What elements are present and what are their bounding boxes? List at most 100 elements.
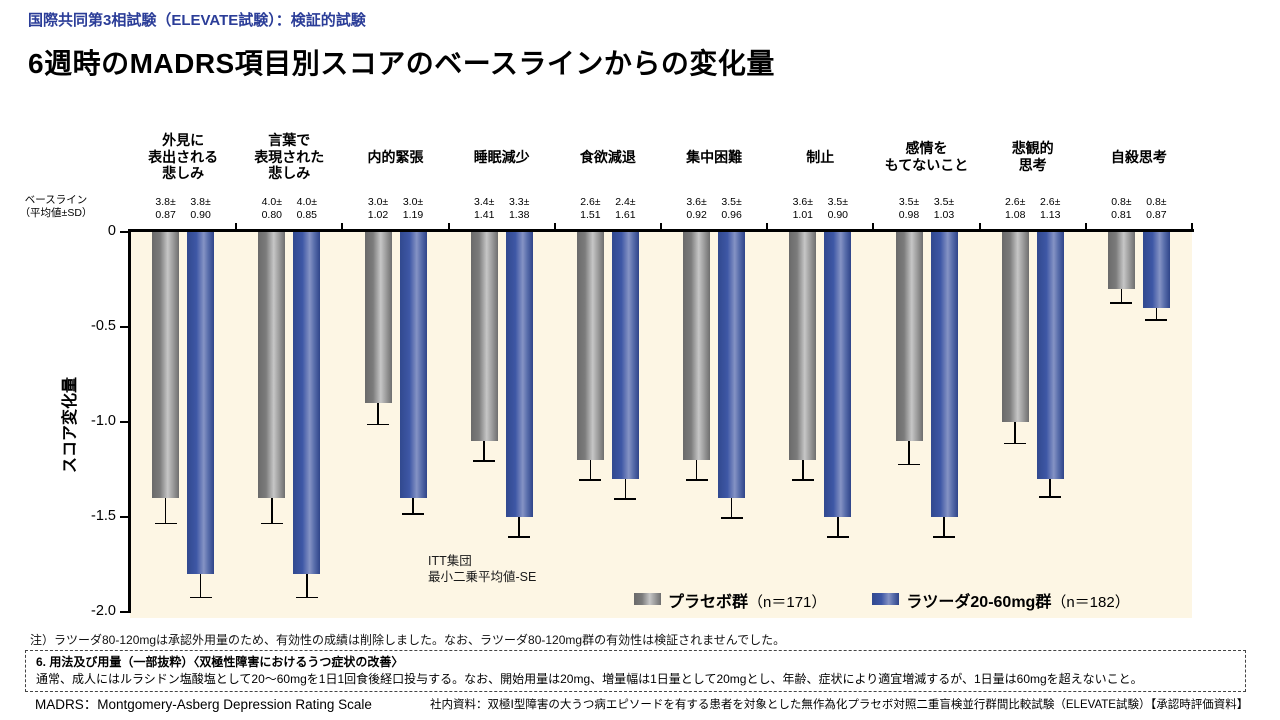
baseline-value-placebo: 0.8± 0.81	[1111, 196, 1132, 222]
baseline-value-latuda: 4.0± 0.85	[296, 196, 318, 222]
error-bar-placebo	[377, 403, 379, 424]
error-bar-placebo	[1014, 422, 1016, 443]
y-tick	[120, 231, 129, 233]
baseline-value-latuda: 0.8± 0.87	[1146, 196, 1167, 222]
category-boundary-tick	[235, 223, 238, 231]
category-boundary-tick	[553, 223, 556, 231]
bar-placebo	[364, 232, 392, 403]
dosage-box-body: 通常、成人にはルラシドン塩酸塩として20～60mgを1日1回食後経口投与する。な…	[36, 672, 1143, 686]
category-label: 感情を もてないこと	[884, 140, 969, 173]
category-label: 集中困難	[686, 148, 743, 165]
bar-latuda	[718, 232, 746, 498]
error-bar-cap-latuda	[1039, 496, 1062, 498]
bar-latuda	[611, 232, 639, 479]
error-bar-latuda	[412, 498, 414, 514]
baseline-value-placebo: 3.8± 0.87	[155, 196, 176, 222]
dosage-box: 6. 用法及び用量（一部抜粋）〈双極性障害におけるうつ症状の改善〉 通常、成人に…	[25, 650, 1246, 692]
error-bar-latuda	[1155, 308, 1158, 320]
error-bar-placebo	[1120, 289, 1123, 303]
category-boundary-tick	[1191, 223, 1193, 231]
error-bar-latuda	[306, 574, 308, 597]
baseline-value-placebo: 4.0± 0.80	[261, 196, 283, 222]
y-tick-label: -1.0	[91, 413, 116, 429]
note-text: 注）ラツーダ80-120mgは承認外用量のため、有効性の成績は削除しました。なお…	[30, 633, 786, 647]
bar-latuda	[505, 232, 533, 517]
baseline-value-latuda: 3.5± 0.96	[721, 196, 742, 222]
error-bar-cap-placebo	[1110, 302, 1133, 304]
category-boundary-tick	[660, 223, 662, 231]
error-bar-latuda	[518, 517, 520, 536]
source-text: 社内資料：双極Ⅰ型障害の大うつ病エピソードを有する患者を対象とした無作為化プラセ…	[430, 699, 1249, 711]
dosage-box-heading: 6. 用法及び用量（一部抜粋）〈双極性障害におけるうつ症状の改善〉	[36, 655, 404, 669]
category-label: 内的緊張	[367, 148, 424, 165]
baseline-value-latuda: 2.6± 1.13	[1039, 196, 1061, 222]
baseline-value-latuda: 3.8± 0.90	[190, 196, 211, 222]
category-label: 制止	[806, 148, 835, 165]
y-axis-line	[128, 229, 131, 613]
bar-latuda	[399, 232, 427, 498]
baseline-value-placebo: 3.5± 0.98	[898, 196, 920, 222]
bar-placebo	[576, 232, 604, 460]
error-bar-placebo	[589, 460, 592, 479]
bar-placebo	[152, 232, 180, 498]
legend-item-latuda: ラツーダ20-60mg群（n＝182）	[872, 588, 1130, 612]
baseline-header-label: ベースライン （平均値±SD）	[19, 194, 93, 220]
error-bar-cap-latuda	[933, 536, 955, 538]
baseline-value-placebo: 3.0± 1.02	[367, 196, 389, 222]
bar-placebo	[789, 232, 817, 460]
error-bar-latuda	[730, 498, 733, 517]
error-bar-cap-latuda	[614, 498, 637, 500]
error-bar-cap-placebo	[473, 460, 496, 462]
legend-item-placebo: プラセボ群（n＝171）	[634, 588, 826, 612]
category-boundary-tick	[1084, 223, 1087, 231]
error-bar-cap-placebo	[898, 463, 920, 466]
bar-latuda	[824, 232, 852, 517]
baseline-value-latuda: 2.4± 1.61	[615, 196, 636, 222]
y-tick-label: -2.0	[91, 603, 116, 619]
baseline-value-latuda: 3.3± 1.38	[508, 196, 530, 222]
baseline-value-placebo: 2.6± 1.51	[580, 196, 601, 222]
error-bar-latuda	[1049, 479, 1051, 497]
zero-axis-line	[128, 229, 1194, 232]
baseline-value-placebo: 3.4± 1.41	[473, 196, 495, 222]
category-boundary-tick	[341, 223, 344, 231]
bar-placebo	[895, 232, 923, 441]
legend-label-latuda: ラツーダ20-60mg群（n＝182）	[906, 594, 1130, 611]
y-tick	[120, 516, 129, 518]
bar-placebo	[683, 232, 711, 460]
error-bar-cap-latuda	[1145, 319, 1168, 321]
population-annotation: ITT集団 最小二乗平均値-SE	[428, 554, 537, 585]
bar-latuda	[930, 232, 958, 517]
bar-latuda	[187, 232, 215, 574]
error-bar-placebo	[908, 441, 910, 464]
baseline-value-placebo: 2.6± 1.08	[1004, 196, 1026, 222]
bar-latuda	[293, 232, 321, 574]
category-label: 言葉で 表現された 悲しみ	[254, 132, 325, 182]
error-bar-cap-latuda	[508, 536, 531, 538]
error-bar-placebo	[164, 498, 167, 523]
error-bar-cap-latuda	[826, 536, 849, 538]
abbreviation-text: MADRS：Montgomery-Asberg Depression Ratin…	[35, 697, 372, 712]
bar-placebo	[470, 232, 498, 441]
category-label: 自殺思考	[1110, 148, 1167, 165]
error-bar-latuda	[199, 574, 202, 597]
baseline-value-latuda: 3.5± 1.03	[933, 196, 955, 222]
category-boundary-tick	[766, 223, 769, 231]
category-boundary-tick	[872, 223, 875, 231]
error-bar-latuda	[837, 517, 839, 536]
y-tick-label: -1.5	[91, 508, 116, 524]
baseline-value-latuda: 3.5± 0.90	[827, 196, 849, 222]
error-bar-cap-placebo	[579, 479, 602, 481]
error-bar-cap-placebo	[685, 479, 708, 481]
y-tick-label: 0	[107, 223, 116, 239]
latuda-swatch-icon	[872, 593, 900, 605]
error-bar-cap-latuda	[189, 596, 212, 599]
error-bar-cap-latuda	[720, 517, 743, 519]
error-bar-cap-latuda	[402, 513, 424, 515]
category-label: 睡眠減少	[473, 148, 530, 165]
page-title: 6週時のMADRS項目別スコアのベースラインからの変化量	[28, 48, 775, 79]
error-bar-cap-placebo	[260, 522, 283, 525]
baseline-value-latuda: 3.0± 1.19	[402, 196, 424, 222]
bar-placebo	[1107, 232, 1135, 289]
placebo-swatch-icon	[634, 593, 661, 605]
